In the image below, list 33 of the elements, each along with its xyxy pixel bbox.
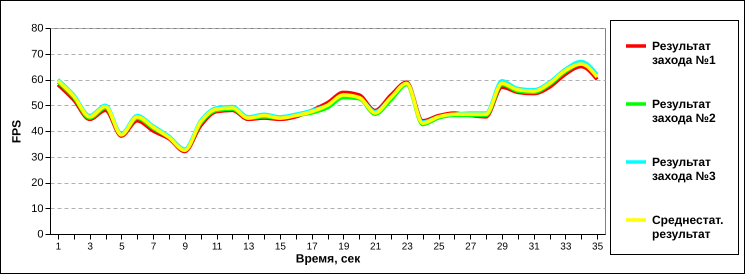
y-tick-label: 50 <box>31 100 44 112</box>
x-tick-label: 33 <box>560 242 572 252</box>
x-tick-label: 13 <box>243 242 255 252</box>
legend-label: Среднестат. результат <box>652 213 724 241</box>
x-tick-label: 31 <box>528 242 540 252</box>
y-tick-label: 80 <box>31 22 44 34</box>
y-axis-title: FPS <box>9 120 24 144</box>
y-tick-label: 10 <box>31 202 44 215</box>
x-tick-label: 3 <box>87 242 94 252</box>
y-tick-label: 30 <box>31 151 44 164</box>
y-tick-label: 70 <box>31 48 44 60</box>
x-tick-label: 35 <box>592 242 604 252</box>
x-tick-label: 19 <box>338 242 350 252</box>
y-tick-label: 0 <box>37 228 44 240</box>
x-tick-label: 5 <box>119 242 126 252</box>
x-tick-label: 1 <box>56 242 62 252</box>
x-tick-label: 9 <box>182 242 189 252</box>
y-tick-label: 60 <box>31 74 44 86</box>
legend-label: Результат захода №3 <box>652 155 716 183</box>
x-tick-label: 11 <box>212 242 223 252</box>
x-tick-label: 23 <box>402 242 414 252</box>
x-tick-label: 25 <box>433 242 445 252</box>
x-tick-label: 27 <box>465 242 477 252</box>
x-tick-label: 15 <box>274 242 286 252</box>
legend-label: Результат захода №1 <box>652 39 716 67</box>
legend-label: Результат захода №2 <box>652 97 716 125</box>
y-tick-label: 20 <box>31 177 44 189</box>
x-tick-label: 29 <box>496 242 508 252</box>
x-tick-label: 7 <box>150 242 157 252</box>
y-tick-label: 40 <box>31 126 44 138</box>
x-axis-title: Время, сек <box>296 252 362 266</box>
x-tick-label: 17 <box>306 242 318 252</box>
x-tick-label: 21 <box>370 242 382 252</box>
